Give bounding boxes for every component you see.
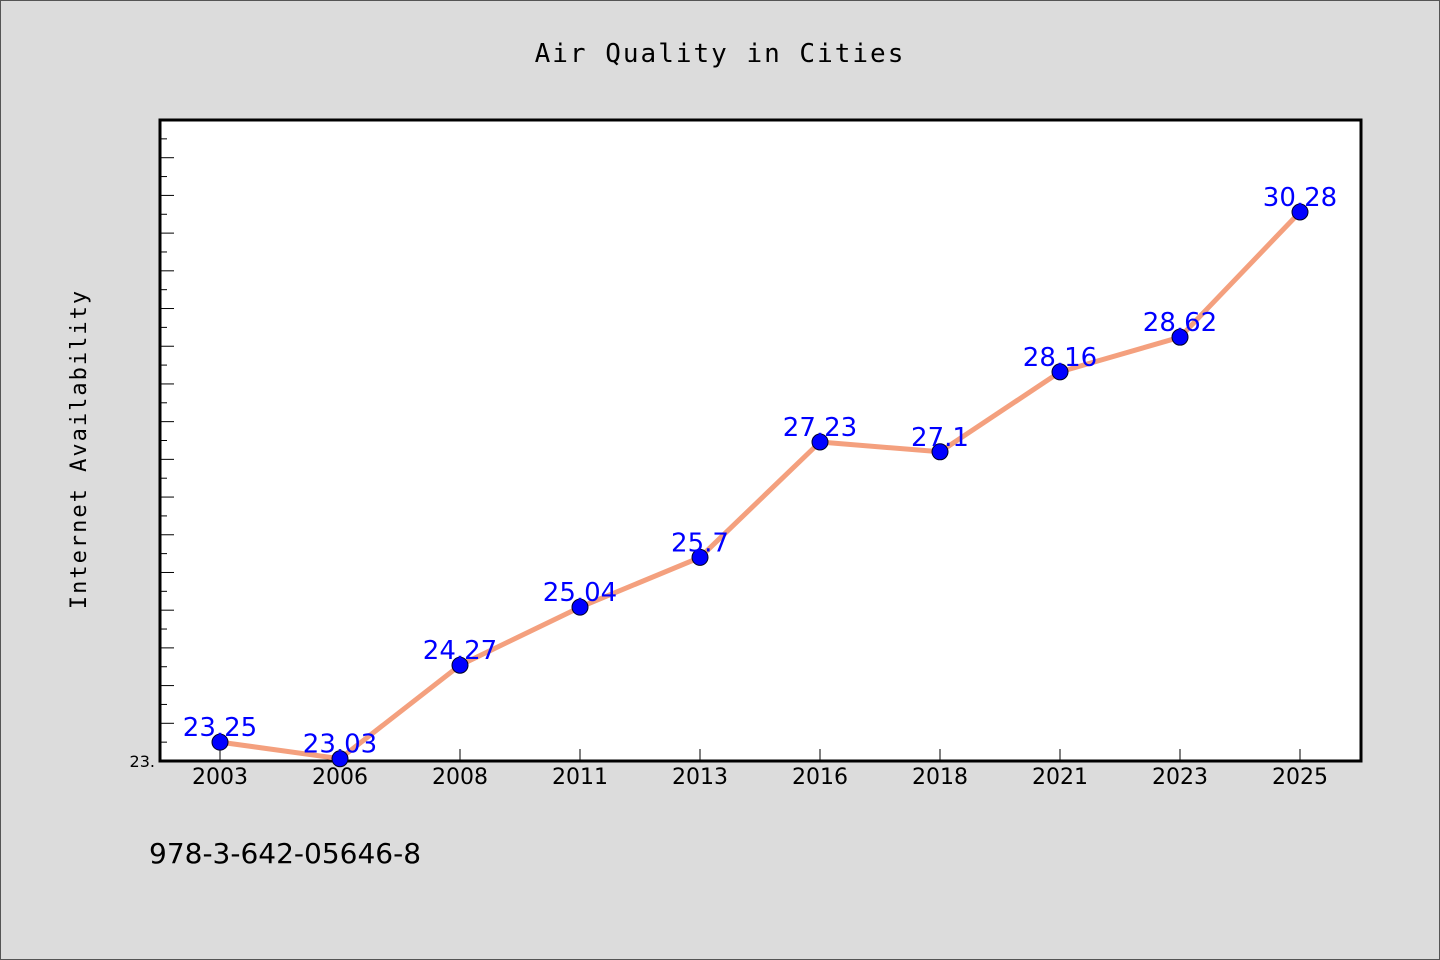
data-point: [691, 548, 709, 566]
data-label: 23.03: [303, 730, 377, 760]
data-label: 28.62: [1143, 308, 1217, 338]
data-label: 25.7: [671, 528, 729, 558]
data-label: 27.1: [911, 423, 969, 453]
x-tick-label: 2018: [912, 765, 968, 790]
data-point: [811, 433, 829, 451]
data-label: 30.28: [1263, 183, 1337, 213]
data-point: [571, 598, 589, 616]
data-point: [1051, 363, 1069, 381]
y-axis-label: Internet Availability: [67, 289, 92, 609]
y-tick-label-min: 23.: [130, 752, 155, 771]
data-label: 28.16: [1023, 343, 1097, 373]
x-axis: 2003 2006 2008 2011 2013 2016 2018 2021 2023 2025: [192, 749, 1328, 790]
data-point: [211, 733, 229, 751]
x-tick-label: 2021: [1032, 765, 1088, 790]
data-point: [1171, 328, 1189, 346]
data-point: [451, 656, 469, 674]
x-tick-label: 2025: [1272, 765, 1328, 790]
plot-area: [158, 118, 1363, 763]
x-tick-label: 2003: [192, 765, 248, 790]
data-point: [931, 443, 949, 461]
series-line: [217, 209, 1303, 762]
data-label: 25.04: [543, 578, 617, 608]
x-tick-label: 2008: [432, 765, 488, 790]
x-tick-label: 2016: [792, 765, 848, 790]
isbn-code: 978-3-642-05646-8: [149, 837, 421, 870]
y-axis-minor-ticks: [160, 119, 174, 762]
data-labels: 23.25 23.03 24.27 25.04 25.7 27.23 27.1 28.16 28…: [183, 183, 1337, 760]
data-label: 23.25: [183, 713, 257, 743]
data-label: 24.27: [423, 636, 497, 666]
data-point: [1291, 203, 1309, 221]
chart-title: Air Quality in Cities: [535, 39, 906, 69]
data-points: [211, 203, 1309, 768]
x-tick-label: 2011: [552, 765, 608, 790]
data-point: [331, 750, 349, 768]
data-label: 27.23: [783, 413, 857, 443]
x-tick-label: 2023: [1152, 765, 1208, 790]
x-tick-label: 2006: [312, 765, 368, 790]
x-tick-label: 2013: [672, 765, 728, 790]
